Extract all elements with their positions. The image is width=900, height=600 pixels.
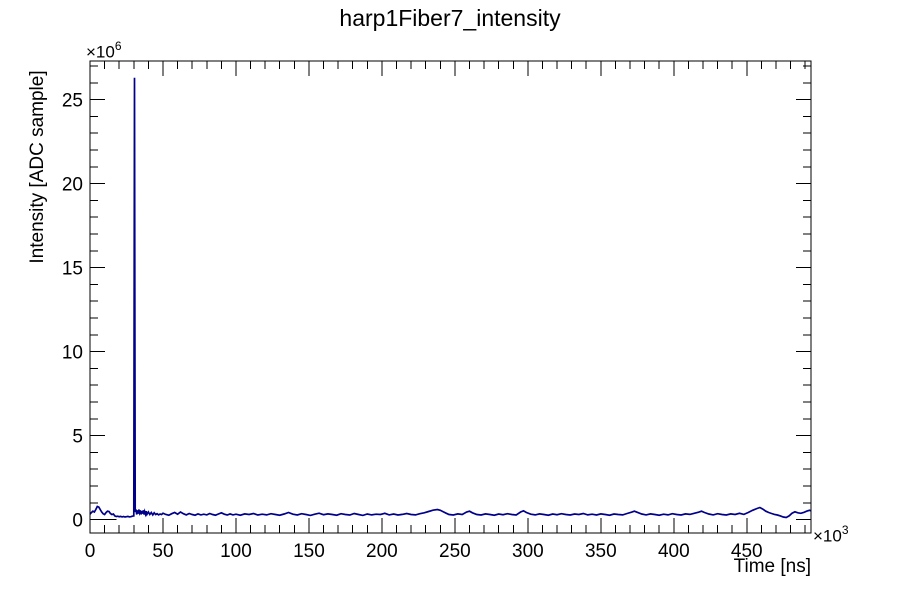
y-exp-sup: 6	[114, 39, 122, 53]
x-tick-label: 200	[366, 541, 398, 562]
y-tick-label: 15	[62, 259, 83, 280]
y-tick-label: 10	[62, 343, 83, 364]
x-tick-label: 0	[85, 541, 96, 562]
x-exp-sup: 3	[841, 523, 849, 537]
plot-frame	[89, 60, 812, 534]
x-axis-exponent: ×103	[813, 523, 849, 547]
y-exp-base: ×10	[86, 42, 115, 62]
x-tick-label: 100	[220, 541, 252, 562]
x-tick-label: 450	[731, 541, 763, 562]
x-tick-label: 350	[585, 541, 617, 562]
x-exp-base: ×10	[813, 526, 842, 546]
y-tick-label: 25	[62, 91, 83, 112]
y-tick-label: 5	[72, 427, 83, 448]
intensity-trace	[89, 77, 812, 519]
y-axis-exponent: ×106	[86, 39, 122, 63]
x-tick-label: 250	[439, 541, 471, 562]
x-tick-label: 300	[512, 541, 544, 562]
x-tick-label: 400	[658, 541, 690, 562]
x-tick-label: 150	[293, 541, 325, 562]
y-tick-label: 20	[62, 175, 83, 196]
chart-title: harp1Fiber7_intensity	[339, 5, 561, 31]
y-tick-label: 0	[72, 511, 83, 532]
x-tick-label: 50	[152, 541, 173, 562]
x-axis-title: Time [ns]	[733, 556, 811, 577]
